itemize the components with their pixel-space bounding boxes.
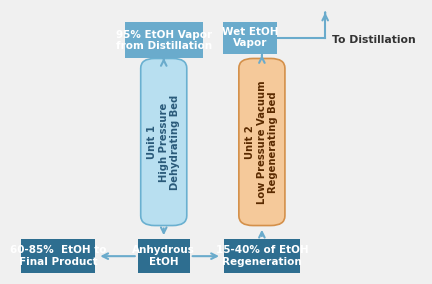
- Text: Wet EtOH
Vapor: Wet EtOH Vapor: [222, 27, 278, 48]
- Text: 95% EtOH Vapor
from Distillation: 95% EtOH Vapor from Distillation: [116, 30, 212, 51]
- Text: Anhydrous
EtOH: Anhydrous EtOH: [132, 245, 195, 267]
- FancyBboxPatch shape: [224, 239, 300, 273]
- FancyBboxPatch shape: [141, 59, 187, 225]
- FancyBboxPatch shape: [138, 239, 190, 273]
- FancyBboxPatch shape: [21, 239, 95, 273]
- Text: 60-85%  EtOH to
Final Product: 60-85% EtOH to Final Product: [10, 245, 107, 267]
- Text: To Distillation: To Distillation: [332, 36, 416, 45]
- Text: Unit 1
High Pressure
Dehydrating Bed: Unit 1 High Pressure Dehydrating Bed: [147, 94, 180, 190]
- Text: 15-40% of EtOH
Regeneration: 15-40% of EtOH Regeneration: [216, 245, 308, 267]
- FancyBboxPatch shape: [223, 22, 277, 54]
- Text: Unit 2
Low Pressure Vacuum
Regenerating Bed: Unit 2 Low Pressure Vacuum Regenerating …: [245, 80, 279, 204]
- FancyBboxPatch shape: [239, 59, 285, 225]
- FancyBboxPatch shape: [125, 22, 203, 59]
